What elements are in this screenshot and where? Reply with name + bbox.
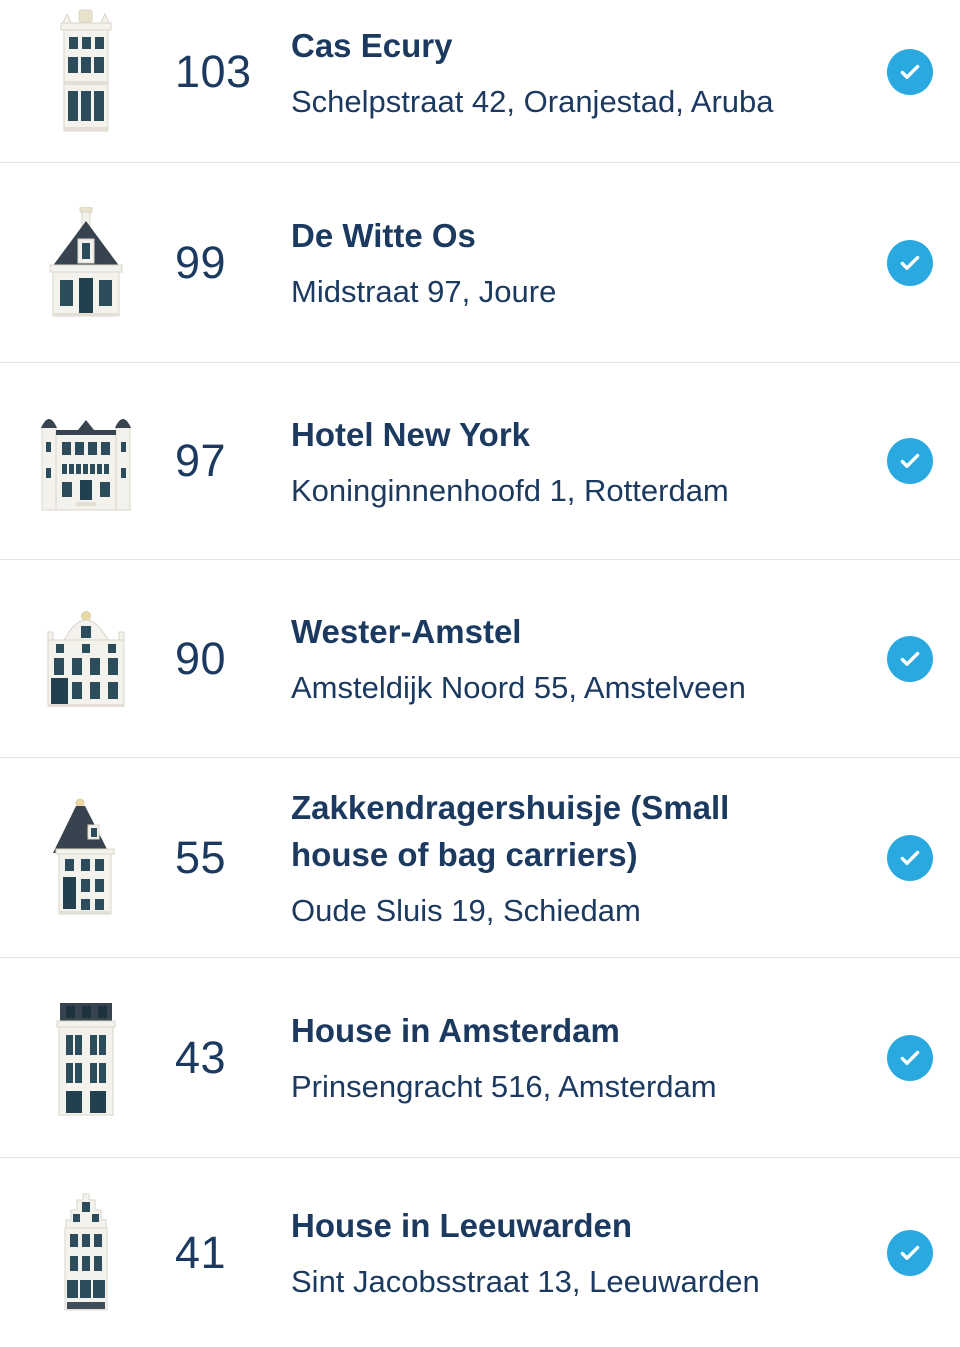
check-circle-icon[interactable] [887,1229,933,1276]
house-title: De Witte Os [291,217,476,255]
house-address: Prinsengracht 516, Amsterdam [291,1069,717,1105]
house-title: House in Leeuwarden [291,1207,633,1245]
house-info: Zakkendragershuisje (Small house of bag … [258,784,887,932]
house-title: House in Amsterdam [291,1012,620,1050]
house-thumbnail [0,9,172,135]
list-item[interactable]: 90 Wester-Amstel Amsteldijk Noord 55, Am… [0,560,960,758]
house-number: 43 [175,1031,227,1083]
checked-cell [887,1034,933,1081]
house-address: Amsteldijk Noord 55, Amstelveen [291,670,746,706]
house-info: House in Amsterdam Prinsengracht 516, Am… [258,1007,887,1107]
delft-house-miniature-icon [56,1002,116,1115]
check-circle-icon[interactable] [887,438,933,484]
house-thumbnail [0,997,172,1119]
house-thumbnail [0,795,172,921]
house-title: Zakkendragershuisje (Small house of bag … [291,788,730,874]
checked-cell [887,834,933,881]
house-number: 41 [175,1226,227,1278]
house-address: Schelpstraat 42, Oranjestad, Aruba [291,83,774,119]
check-circle-icon[interactable] [887,635,933,682]
house-thumbnail [0,608,172,710]
list-item[interactable]: 41 House in Leeuwarden Sint Jacobsstraat… [0,1158,960,1347]
house-info: House in Leeuwarden Sint Jacobsstraat 13… [258,1202,887,1302]
house-title: Wester-Amstel [291,613,522,651]
checked-cell [887,1229,933,1276]
house-address: Midstraat 97, Joure [291,274,557,310]
house-number: 103 [175,46,252,97]
house-number: 90 [175,632,227,684]
house-address: Sint Jacobsstraat 13, Leeuwarden [291,1264,760,1300]
delft-house-miniature-icon [41,419,131,511]
list-item[interactable]: 103 Cas Ecury Schelpstraat 42, Oranjesta… [0,0,960,163]
house-number: 55 [175,831,227,883]
list-item[interactable]: 43 House in Amsterdam Prinsengracht 516,… [0,958,960,1158]
house-number: 99 [175,236,227,288]
house-info: Wester-Amstel Amsteldijk Noord 55, Amste… [258,608,887,708]
delft-house-miniature-icon [53,798,115,914]
house-info: De Witte Os Midstraat 97, Joure [258,212,887,312]
house-number: 97 [175,435,227,486]
checked-cell [887,239,933,286]
checked-cell [887,49,933,95]
list-item[interactable]: 55 Zakkendragershuisje (Small house of b… [0,758,960,958]
check-circle-icon[interactable] [887,239,933,286]
list-item[interactable]: 99 De Witte Os Midstraat 97, Joure [0,163,960,363]
list-item[interactable]: 97 Hotel New York Koninginnenhoofd 1, Ro… [0,363,960,560]
check-circle-icon[interactable] [887,1034,933,1081]
house-thumbnail [0,408,172,514]
house-title: Hotel New York [291,415,531,453]
house-title: Cas Ecury [291,26,453,64]
delft-house-miniature-icon [47,610,125,707]
delft-house-miniature-icon [60,9,112,132]
house-info: Hotel New York Koninginnenhoofd 1, Rotte… [258,411,887,511]
check-circle-icon[interactable] [887,834,933,881]
house-info: Cas Ecury Schelpstraat 42, Oranjestad, A… [258,22,887,122]
check-circle-icon[interactable] [887,49,933,95]
delft-house-miniature-icon [49,206,123,316]
house-address: Koninginnenhoofd 1, Rotterdam [291,472,729,508]
house-thumbnail [0,1190,172,1316]
checked-cell [887,438,933,484]
house-address: Oude Sluis 19, Schiedam [291,893,641,929]
checked-cell [887,635,933,682]
delft-house-miniature-icon [64,1193,108,1310]
house-thumbnail [0,206,172,319]
